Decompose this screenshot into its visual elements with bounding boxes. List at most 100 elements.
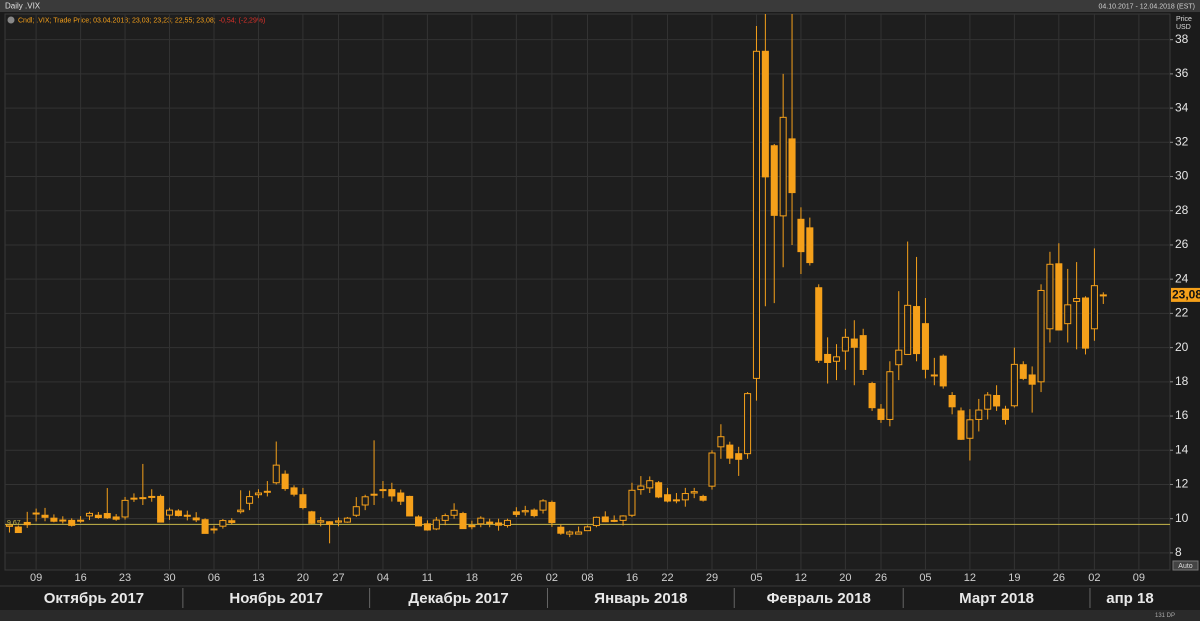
candle-body [921, 323, 929, 370]
candle-body [1028, 374, 1036, 385]
date-range: 04.10.2017 - 12.04.2018 (EST) [1098, 3, 1195, 10]
candle-body [59, 519, 67, 522]
candle-body [539, 500, 547, 511]
candle-body [50, 517, 58, 522]
candle-body [459, 513, 467, 530]
candle-body [690, 491, 698, 494]
points-label: 131 DP [1155, 613, 1175, 619]
candle-body [619, 515, 627, 521]
candle-body [575, 531, 583, 535]
x-tick-label: 30 [163, 572, 175, 584]
x-tick-label: 27 [332, 572, 344, 584]
candle-body [806, 227, 814, 264]
candle-body [130, 497, 138, 500]
candle-body [352, 506, 360, 516]
candle-body [948, 395, 956, 408]
last-price-label: 23,08 [1172, 288, 1200, 302]
candle-body [219, 520, 227, 527]
x-tick-label: 26 [1053, 572, 1065, 584]
candle-body [530, 509, 538, 517]
y-tick-label: 16 [1175, 408, 1189, 422]
x-tick-label: 05 [919, 572, 931, 584]
candle-body [930, 374, 938, 377]
candle-body [281, 473, 289, 490]
chart-title: Daily .VIX [5, 2, 41, 11]
candle-body [592, 516, 600, 527]
y-tick-label: 32 [1175, 134, 1189, 148]
candle-body [263, 490, 271, 493]
candle-body [370, 493, 378, 496]
candle-body [183, 514, 191, 517]
candle-body [1064, 304, 1072, 325]
header-bar [0, 0, 1200, 12]
candle-body [334, 520, 343, 523]
candle-body [1055, 263, 1063, 331]
y-tick-label: 34 [1175, 100, 1189, 114]
month-label: Февраль 2018 [767, 590, 871, 607]
candle-body [735, 453, 743, 460]
x-tick-label: 08 [581, 572, 593, 584]
candle-body [441, 515, 449, 521]
candle-body [895, 349, 903, 366]
candle-body [290, 487, 298, 495]
x-tick-label: 06 [208, 572, 220, 584]
candle-body [237, 509, 245, 513]
y-tick-label: 26 [1175, 237, 1189, 251]
candle-body [681, 493, 689, 501]
candle-body [308, 511, 316, 524]
x-tick-label: 26 [875, 572, 887, 584]
candle-body [388, 489, 396, 497]
candle-body [14, 526, 22, 534]
month-label: апр 18 [1106, 590, 1153, 607]
x-tick-label: 22 [661, 572, 673, 584]
candle-body [984, 394, 992, 410]
candle-body [904, 304, 912, 355]
candle-body [423, 523, 431, 531]
candle-body [859, 335, 867, 370]
candle-body [23, 521, 31, 526]
candle-body [779, 116, 787, 217]
candle-body [317, 520, 325, 523]
candle-body [379, 489, 387, 492]
auto-button[interactable] [1172, 560, 1199, 571]
auto-button-label[interactable]: Auto [1178, 563, 1193, 570]
candle-body [557, 526, 565, 534]
candle-body [228, 520, 236, 523]
x-tick-label: 12 [795, 572, 807, 584]
candle-body [832, 356, 841, 362]
candle-body [672, 499, 680, 502]
candle-body [32, 512, 40, 515]
candle-body [77, 519, 85, 522]
candle-body [68, 519, 76, 526]
y-tick-label: 36 [1175, 66, 1189, 80]
candle-body [254, 492, 262, 496]
x-tick-label: 20 [297, 572, 309, 584]
plot [5, 14, 1170, 570]
x-tick-label: 04 [377, 572, 389, 584]
candle-body [1001, 408, 1010, 420]
month-label: Октябрь 2017 [44, 590, 144, 607]
candle-body [744, 393, 752, 455]
month-label: Март 2018 [959, 590, 1034, 607]
candle-body [664, 494, 672, 502]
candle-body [646, 480, 654, 489]
candle-body [1081, 297, 1090, 349]
candle-body [157, 495, 165, 523]
candle-body [993, 395, 1001, 407]
y-tick-label: 14 [1175, 442, 1189, 456]
candle-body [201, 519, 209, 534]
candle-body [975, 409, 983, 420]
candle-body [583, 526, 592, 532]
candle-body [210, 528, 218, 531]
x-tick-label: 20 [839, 572, 851, 584]
candle-body [94, 514, 102, 518]
x-tick-label: 02 [1088, 572, 1100, 584]
candle-body [548, 501, 556, 524]
legend-text: Cndl; .VIX; Trade Price; 03.04.2018; 23,… [18, 17, 216, 24]
candle-body [477, 517, 485, 525]
legend-icon [7, 16, 15, 24]
candle-body [726, 444, 734, 459]
candle-body [512, 511, 520, 515]
